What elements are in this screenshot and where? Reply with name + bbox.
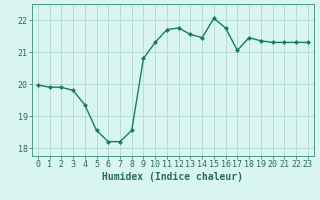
X-axis label: Humidex (Indice chaleur): Humidex (Indice chaleur)	[102, 172, 243, 182]
